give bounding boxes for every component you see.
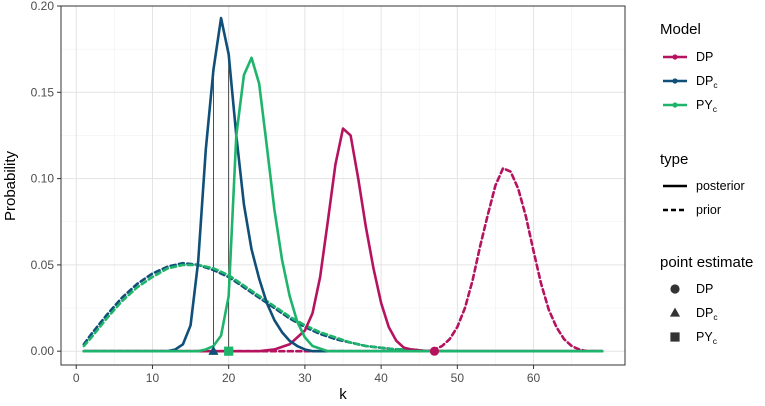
x-axis-ticks: 0 10 20 30 40 50 60 [73,365,541,385]
point-estimates [208,345,440,356]
legend-square-icon [670,332,680,342]
x-tick-label: 0 [73,371,80,385]
legend-point-item-dp: DP [670,282,713,296]
grid [61,5,625,365]
legend-model-item-pyc: PYc [663,98,718,114]
y-tick-label: 0.20 [31,0,55,13]
series-dpc-posterior [82,16,604,353]
plot-border [60,5,626,366]
legend-type-item-prior: prior [663,203,721,217]
legend: Model DP DPc PYc type posterior prior poin… [660,21,753,346]
y-axis-title: Probability [2,150,19,221]
x-tick-label: 30 [298,371,312,385]
series-dp-posterior [82,127,604,353]
legend-circle-icon [670,284,680,294]
legend-model-label: PYc [696,98,718,114]
legend-posterior-label: posterior [696,179,745,193]
legend-model-label: DP [696,50,713,64]
legend-model-items: DP DPc PYc [663,50,718,114]
legend-point-label: DPc [696,306,718,322]
legend-point-label: PYc [696,330,718,346]
legend-triangle-icon [669,307,681,317]
y-axis-ticks: 0.00 0.05 0.10 0.15 0.20 [31,0,61,358]
legend-point-title: point estimate [660,254,753,271]
legend-point-items: DP DPc PYc [669,282,718,346]
y-tick-label: 0.15 [31,85,55,99]
point-estimate-dpc [208,345,219,355]
legend-model-title: Model [660,21,701,38]
x-tick-label: 50 [451,371,465,385]
point-estimate-pyc [224,346,234,356]
legend-model-key-point [672,54,678,60]
y-tick-label: 0.00 [31,344,55,358]
series-dp-prior [82,166,604,353]
legend-model-item-dp: DP [663,50,713,64]
y-tick-label: 0.05 [31,258,55,272]
legend-model-item-dpc: DPc [663,74,718,90]
point-estimate-dp [429,346,440,356]
legend-model-label: DPc [696,74,718,90]
x-tick-label: 20 [222,371,236,385]
legend-type-title: type [660,151,688,168]
legend-point-item-pyc: PYc [670,330,718,346]
legend-point-item-dpc: DPc [669,306,718,322]
legend-model-key-point [672,102,678,108]
y-tick-label: 0.10 [31,172,55,186]
legend-point-label: DP [696,282,713,296]
x-axis-title: k [339,386,347,403]
legend-prior-label: prior [696,203,721,217]
legend-model-key-point [672,78,678,84]
x-tick-label: 40 [374,371,388,385]
x-tick-label: 60 [527,371,541,385]
legend-type-item-posterior: posterior [663,179,745,193]
x-tick-label: 10 [146,371,160,385]
